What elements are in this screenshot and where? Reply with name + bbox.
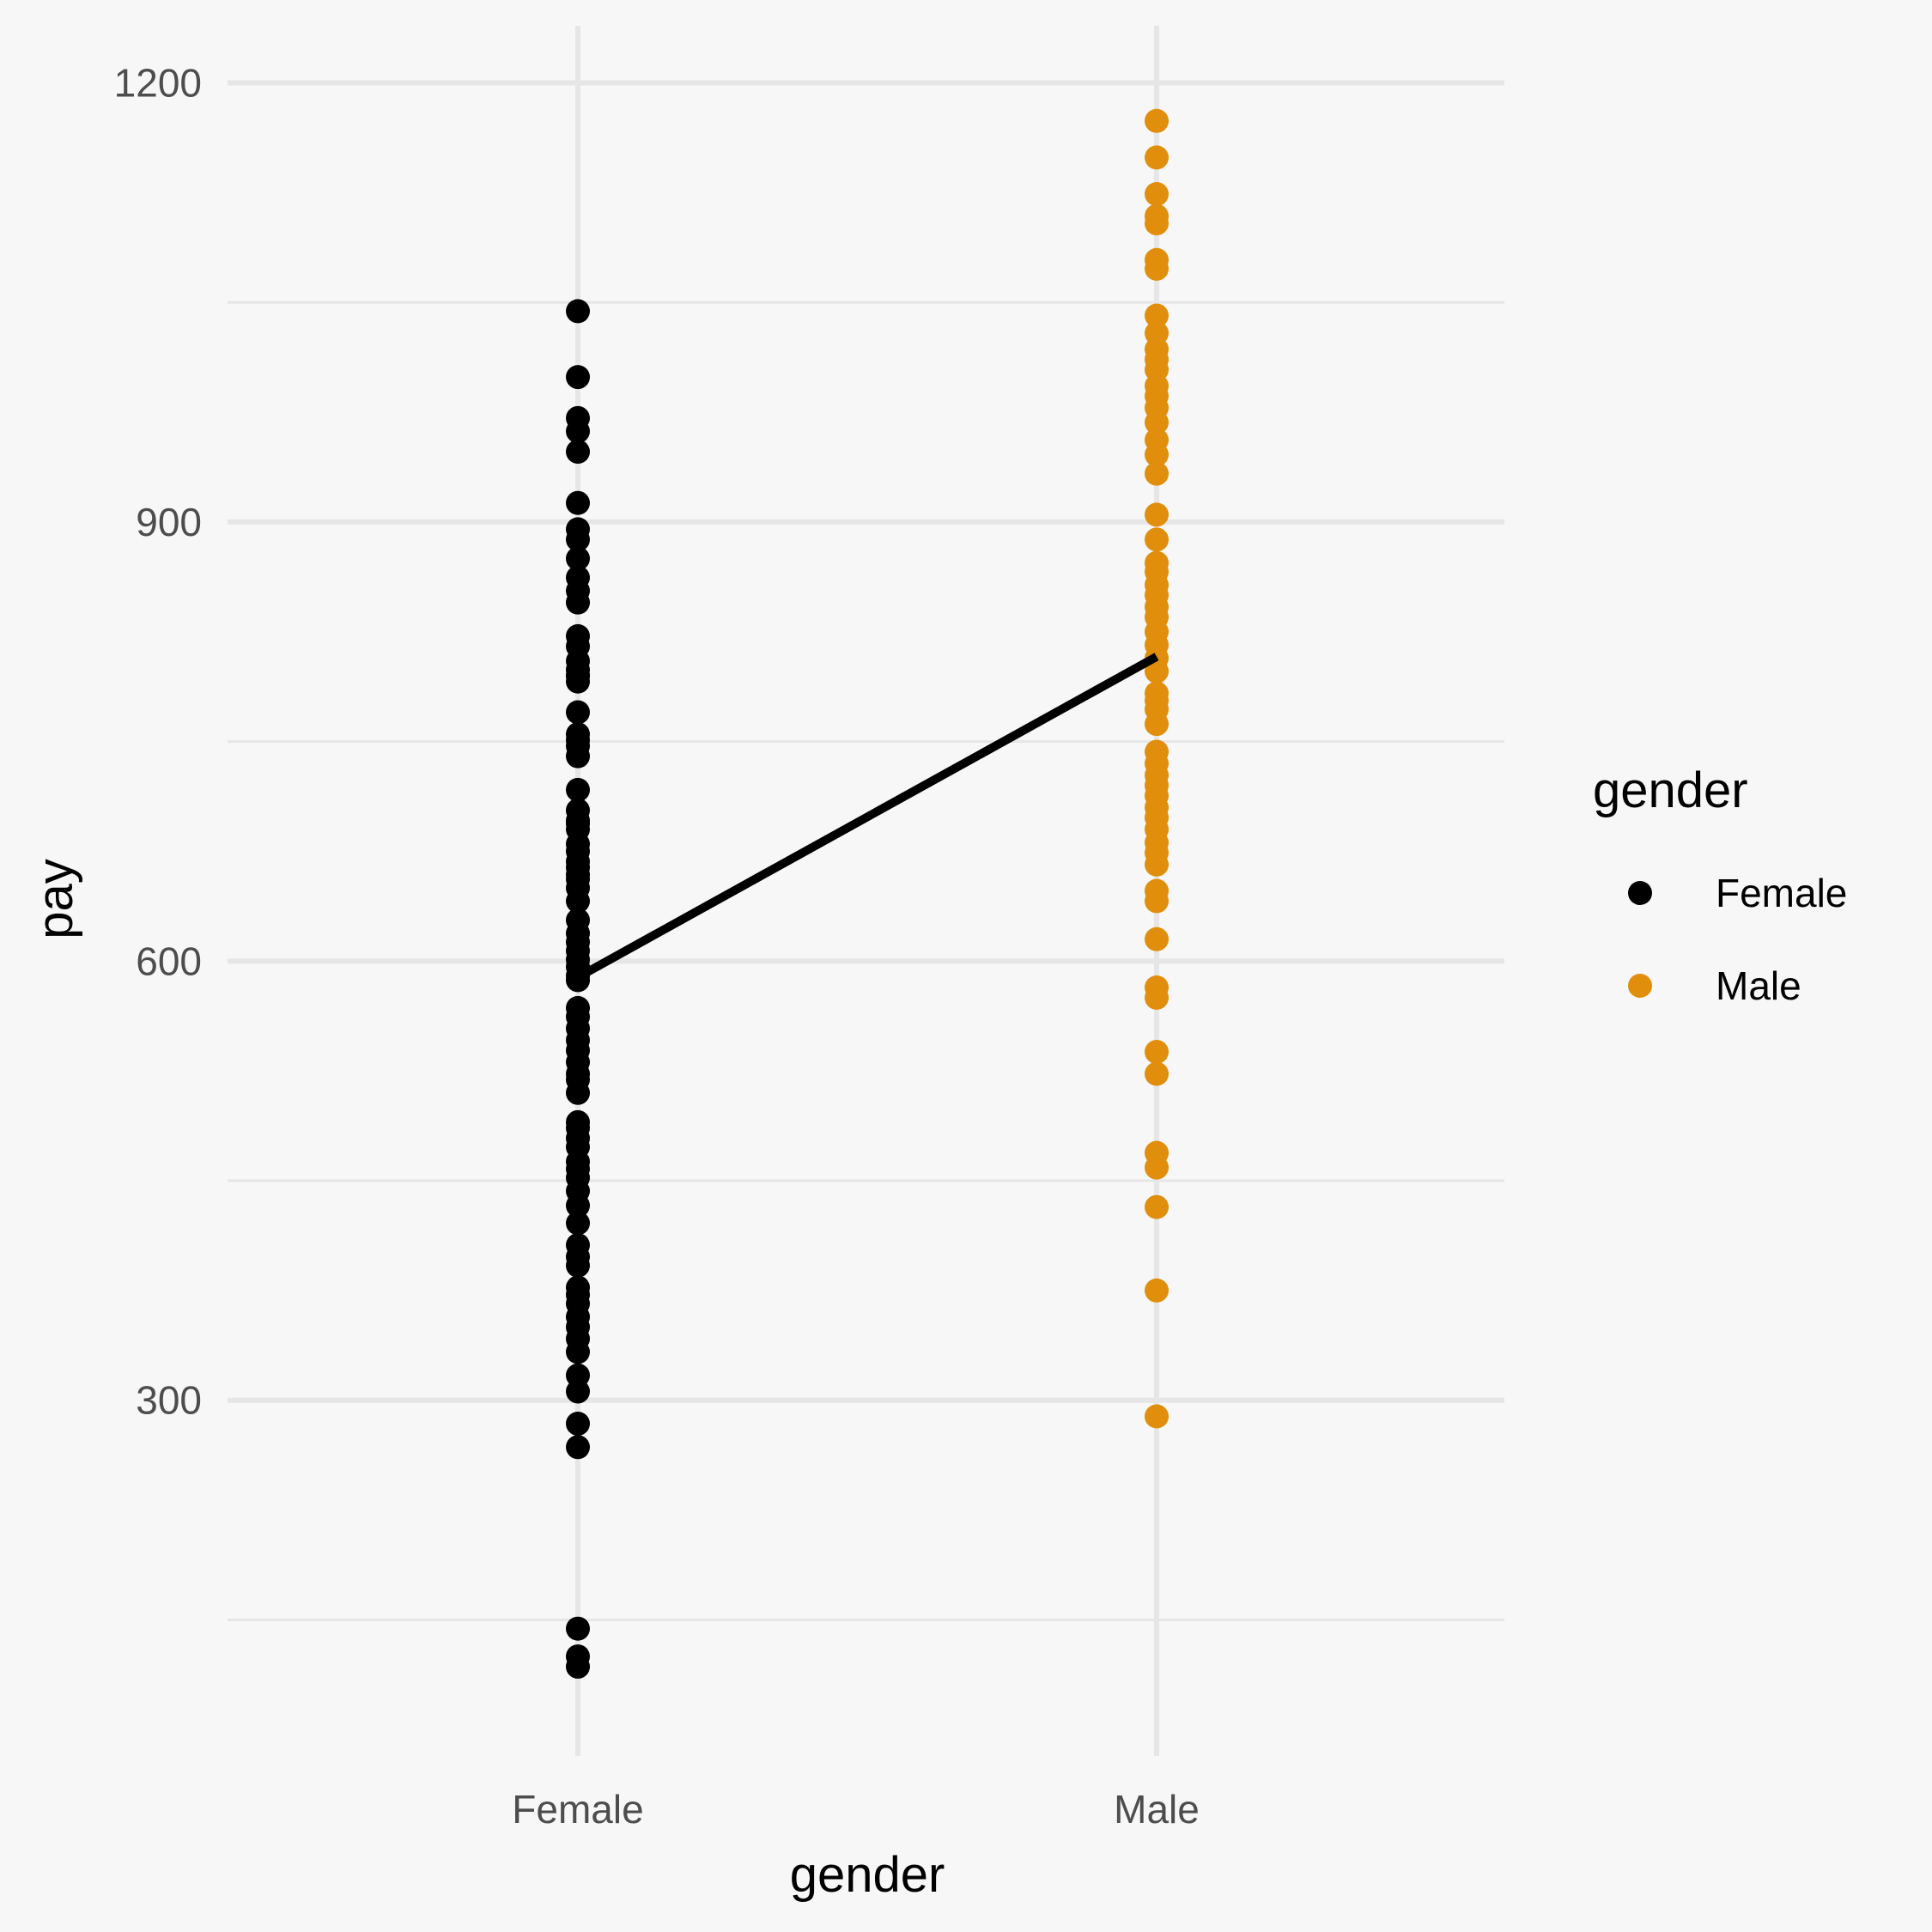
- data-point-male: [1145, 256, 1169, 281]
- data-point-male: [1145, 852, 1169, 877]
- data-point-female: [566, 440, 590, 465]
- data-point-female: [566, 889, 590, 914]
- data-point-male: [1145, 1040, 1169, 1065]
- data-point-female: [566, 744, 590, 769]
- legend: gender Female Male: [1593, 762, 1847, 1008]
- y-tick-labels: 300 600 900 1200: [114, 60, 202, 1422]
- data-point-male: [1145, 1404, 1169, 1429]
- data-point-male: [1145, 442, 1169, 467]
- data-points: [566, 108, 1169, 1680]
- legend-label-male: Male: [1716, 963, 1801, 1008]
- y-axis-title: pay: [27, 859, 83, 939]
- data-point-male: [1145, 182, 1169, 207]
- data-point-female: [566, 365, 590, 390]
- data-point-male: [1145, 108, 1169, 133]
- legend-key-female: [1628, 881, 1652, 905]
- x-axis-title: gender: [790, 1847, 945, 1903]
- x-tick-label: Male: [1114, 1787, 1200, 1832]
- legend-title: gender: [1593, 762, 1748, 818]
- data-point-female: [566, 1080, 590, 1105]
- data-point-male: [1145, 303, 1169, 328]
- data-point-male: [1145, 145, 1169, 170]
- y-tick-label: 300: [136, 1378, 202, 1423]
- data-point-male: [1145, 927, 1169, 951]
- data-point-male: [1145, 527, 1169, 552]
- data-point-male: [1145, 211, 1169, 236]
- x-tick-label: Female: [512, 1787, 643, 1832]
- data-point-male: [1145, 410, 1169, 434]
- data-point-female: [566, 1211, 590, 1236]
- data-point-female: [566, 1616, 590, 1641]
- data-point-male: [1145, 502, 1169, 527]
- data-point-female: [566, 590, 590, 615]
- data-point-female: [566, 490, 590, 515]
- data-point-male: [1145, 1278, 1169, 1303]
- data-point-female: [566, 1253, 590, 1278]
- data-point-female: [566, 299, 590, 324]
- data-point-male: [1145, 1194, 1169, 1219]
- x-tick-labels: Female Male: [512, 1787, 1200, 1832]
- data-point-male: [1145, 659, 1169, 683]
- data-point-female: [566, 527, 590, 552]
- data-point-female: [566, 777, 590, 802]
- data-point-female: [566, 1655, 590, 1680]
- data-point-male: [1145, 1061, 1169, 1086]
- data-point-female: [566, 1379, 590, 1404]
- data-point-female: [566, 1412, 590, 1437]
- legend-entries: Female Male: [1628, 871, 1847, 1008]
- data-point-female: [566, 1340, 590, 1364]
- minor-gridlines: [228, 301, 1504, 1621]
- mean-line-segment: [575, 653, 1159, 981]
- data-point-female: [566, 1435, 590, 1460]
- data-point-male: [1145, 712, 1169, 737]
- y-tick-label: 1200: [114, 60, 202, 105]
- data-point-female: [566, 1194, 590, 1218]
- data-point-female: [566, 669, 590, 694]
- y-tick-label: 900: [136, 500, 202, 544]
- mean-line: [575, 653, 1159, 981]
- legend-key-male: [1628, 974, 1652, 998]
- data-point-male: [1145, 1155, 1169, 1180]
- legend-label-female: Female: [1716, 871, 1847, 915]
- data-point-male: [1145, 985, 1169, 1010]
- y-tick-label: 600: [136, 939, 202, 983]
- data-point-male: [1145, 461, 1169, 486]
- data-point-female: [566, 546, 590, 571]
- data-point-female: [566, 700, 590, 725]
- data-point-female: [566, 419, 590, 444]
- data-point-male: [1145, 889, 1169, 914]
